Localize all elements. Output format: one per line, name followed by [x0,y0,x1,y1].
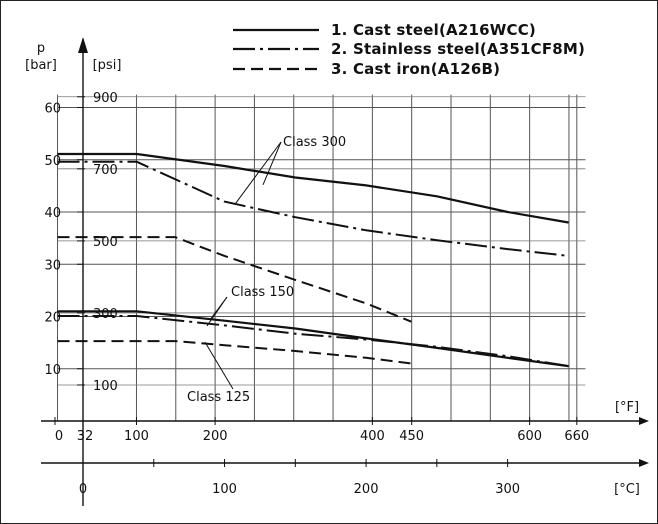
bar-unit-label: [bar] [25,58,57,73]
psi-unit-label: [psi] [93,58,122,73]
c-unit-label: [°C] [614,482,640,497]
legend-entry-2: 2. Stainless steel(A351CF8M) [331,40,585,58]
bar-tick-label: 10 [44,363,61,378]
f-tick-label: 32 [77,429,94,444]
series-cast-steel-line [57,152,569,224]
c-tick-label: 100 [212,482,237,497]
psi-tick-label: 700 [93,163,118,178]
f-tick-label: 450 [399,429,424,444]
c-axis-arrow-icon [639,459,649,467]
psi-tick-label: 900 [93,91,118,106]
annotation-class-150: Class 150 [231,285,294,300]
c-tick-label: 0 [79,482,87,497]
series-cast-iron-line [57,236,412,323]
f-unit-label: [°F] [615,400,639,415]
bar-tick-label: 30 [44,258,61,273]
leader-class-300-a [262,141,282,186]
f-axis-arrow-icon [639,417,649,425]
legend-entry-3: 3. Cast iron(A126B) [331,60,500,78]
f-tick-label: 100 [124,429,149,444]
f-tick-label: 200 [203,429,228,444]
f-tick-label: 0 [55,429,63,444]
annotation-class-125: Class 125 [187,390,250,405]
leader-class-125 [204,341,234,390]
series-cast-steel-line [57,310,569,368]
y-axis-arrow-icon [78,37,88,53]
bar-tick-label: 50 [44,154,61,169]
bar-tick-label: 20 [44,311,61,326]
leader-class-300-b [234,141,282,205]
psi-tick-label: 500 [93,235,118,250]
series-stainless-steel-line [57,160,569,257]
psi-tick-label: 300 [93,307,118,322]
annotation-class-300: Class 300 [283,135,346,150]
series-stainless-steel-line [57,315,569,368]
c-tick-label: 300 [495,482,520,497]
legend-entry-1: 1. Cast steel(A216WCC) [331,21,536,39]
psi-tick-label: 100 [93,379,118,394]
f-tick-label: 400 [360,429,385,444]
bar-tick-label: 40 [44,206,61,221]
f-tick-label: 600 [517,429,542,444]
leader-class-150-b [206,296,228,327]
y-axis-label: p [37,41,45,56]
bar-tick-label: 60 [44,102,61,117]
c-tick-label: 200 [354,482,379,497]
f-tick-label: 660 [564,429,589,444]
series-cast-iron-line [57,340,412,365]
